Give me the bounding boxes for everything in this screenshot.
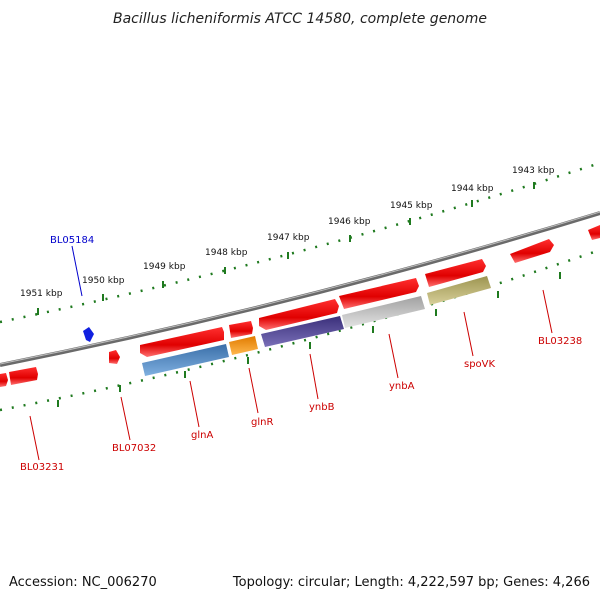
topology-label: Topology: circular; Length: 4,222,597 bp… — [232, 575, 590, 590]
scale-label-1943: 1943 kbp — [512, 166, 555, 176]
gene-glnR-bar — [229, 336, 258, 355]
scale-label-1948: 1948 kbp — [205, 248, 248, 258]
gene-arrow — [140, 327, 224, 357]
genome-backbone-highlight — [0, 211, 600, 365]
gene-label-BL03238: BL03238 — [538, 336, 582, 347]
scale-label-1946: 1946 kbp — [328, 217, 371, 227]
gene-arrow — [109, 350, 120, 364]
gene-label-spoVK: spoVK — [464, 359, 496, 370]
gene-ynbB-bar — [261, 316, 344, 347]
gene-label-BL03231: BL03231 — [20, 462, 64, 473]
gene-label-ynbB: ynbB — [309, 402, 335, 413]
gene-arrow — [510, 239, 554, 263]
gene-label-BL05184: BL05184 — [50, 235, 94, 246]
scale-label-1951: 1951 kbp — [20, 289, 63, 299]
upper-scale-major-ticks — [37, 182, 535, 315]
gene-arrow — [9, 367, 38, 385]
gene-label-BL07032: BL07032 — [112, 443, 156, 454]
gene-arrow — [588, 225, 600, 240]
gene-label-ynbA: ynbA — [389, 381, 415, 392]
scale-label-1944: 1944 kbp — [451, 184, 494, 194]
scale-label-1945: 1945 kbp — [390, 201, 433, 211]
gene-label-glnR: glnR — [251, 417, 273, 428]
label-leaders — [29, 245, 553, 461]
gene-BL05184-arrow — [83, 327, 94, 342]
lower-scale-line — [0, 248, 600, 412]
lower-scale-major-ticks — [57, 272, 561, 407]
gene-glnA-bar — [142, 344, 229, 376]
forward-genes — [0, 225, 600, 387]
gene-arrow — [425, 259, 486, 287]
scale-label-1947: 1947 kbp — [267, 233, 310, 243]
gene-label-glnA: glnA — [191, 430, 213, 441]
scale-label-1949: 1949 kbp — [143, 262, 186, 272]
gene-arrow — [259, 299, 339, 330]
map-title: Bacillus licheniformis ATCC 14580, compl… — [113, 11, 487, 27]
gene-arrow — [0, 373, 8, 387]
gene-spoVK-bar — [427, 276, 491, 305]
upper-scale-line — [0, 161, 600, 324]
gene-ynbA-bar — [342, 296, 425, 328]
gene-arrow — [229, 321, 253, 338]
scale-label-1950: 1950 kbp — [82, 276, 125, 286]
gene-arrow — [339, 278, 419, 309]
genome-backbone — [0, 211, 600, 367]
accession-label: Accession: NC_006270 — [9, 575, 157, 590]
